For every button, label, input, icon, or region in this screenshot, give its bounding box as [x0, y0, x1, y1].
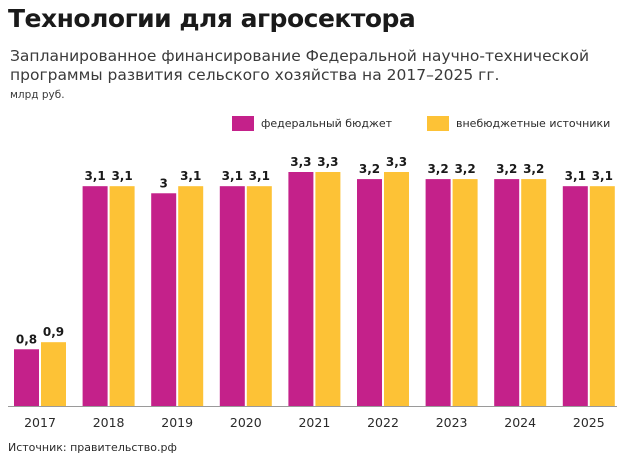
- source-note: Источник: правительство.рф: [8, 441, 177, 454]
- bar-federal-2019: [151, 193, 177, 406]
- value-label-federal-2020: 3,1: [222, 169, 243, 183]
- value-label-federal-2019: 3: [160, 176, 168, 190]
- legend-swatch-extrabudget: [427, 116, 449, 131]
- bar-federal-2023: [425, 179, 451, 406]
- x-tick-label-2024: 2024: [504, 415, 536, 430]
- value-label-extrabudget-2018: 3,1: [111, 169, 132, 183]
- x-tick-label-2020: 2020: [230, 415, 262, 430]
- page-title: Технологии для агросектора: [8, 4, 416, 33]
- x-tick-label-2022: 2022: [367, 415, 399, 430]
- bar-extrabudget-2021: [315, 172, 341, 406]
- value-label-federal-2018: 3,1: [84, 169, 105, 183]
- value-label-federal-2017: 0,8: [16, 332, 37, 346]
- x-tick-label-2023: 2023: [436, 415, 468, 430]
- bar-extrabudget-2025: [589, 186, 615, 406]
- value-label-federal-2022: 3,2: [359, 162, 380, 176]
- value-label-federal-2023: 3,2: [427, 162, 448, 176]
- value-label-extrabudget-2021: 3,3: [317, 155, 338, 169]
- value-label-extrabudget-2025: 3,1: [592, 169, 613, 183]
- value-label-extrabudget-2023: 3,2: [454, 162, 475, 176]
- bar-extrabudget-2017: [41, 342, 66, 406]
- legend-label-federal: федеральный бюджет: [261, 117, 393, 130]
- bar-extrabudget-2020: [246, 186, 272, 406]
- bar-extrabudget-2022: [384, 172, 409, 406]
- bar-federal-2024: [494, 179, 520, 406]
- x-tick-label-2018: 2018: [93, 415, 125, 430]
- value-label-federal-2024: 3,2: [496, 162, 517, 176]
- legend-item-federal: федеральный бюджет: [232, 116, 392, 131]
- x-tick-label-2021: 2021: [298, 415, 330, 430]
- value-label-extrabudget-2024: 3,2: [523, 162, 544, 176]
- chart-subtitle: Запланированное финансирование Федеральн…: [10, 47, 590, 84]
- legend-item-extrabudget: внебюджетные источники: [427, 116, 610, 131]
- x-tick-label-2017: 2017: [24, 415, 56, 430]
- bar-federal-2018: [82, 186, 108, 406]
- bar-federal-2017: [14, 349, 39, 406]
- value-label-federal-2025: 3,1: [565, 169, 586, 183]
- bar-federal-2021: [288, 172, 314, 406]
- bar-extrabudget-2019: [178, 186, 204, 406]
- x-tick-label-2025: 2025: [573, 415, 605, 430]
- value-label-extrabudget-2022: 3,3: [386, 155, 407, 169]
- legend-label-extrabudget: внебюджетные источники: [456, 117, 611, 130]
- bar-extrabudget-2024: [521, 179, 547, 406]
- value-label-extrabudget-2017: 0,9: [43, 325, 64, 339]
- value-label-extrabudget-2019: 3,1: [180, 169, 201, 183]
- value-label-extrabudget-2020: 3,1: [249, 169, 270, 183]
- bar-federal-2025: [562, 186, 588, 406]
- bar-extrabudget-2018: [109, 186, 135, 406]
- legend-swatch-federal: [232, 116, 254, 131]
- x-tick-label-2019: 2019: [161, 415, 193, 430]
- bar-federal-2020: [219, 186, 245, 406]
- bar-extrabudget-2023: [452, 179, 478, 406]
- bar-federal-2022: [357, 179, 382, 406]
- value-label-federal-2021: 3,3: [290, 155, 311, 169]
- unit-label: млрд руб.: [10, 89, 65, 101]
